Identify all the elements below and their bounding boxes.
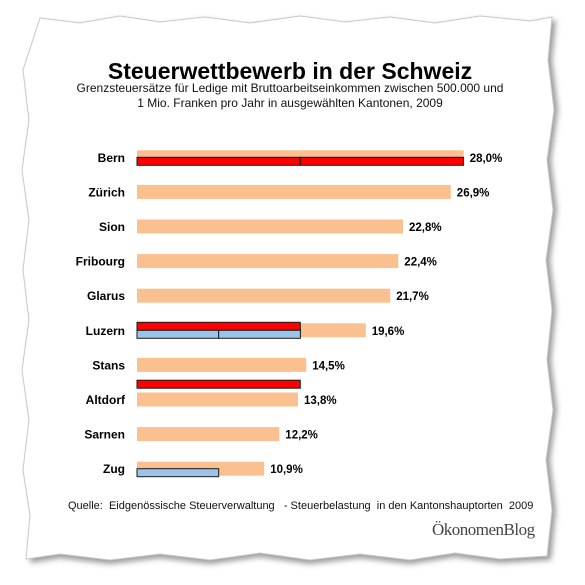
value-label-sion: 22,8%	[409, 222, 442, 234]
chart-subtitle-line-2: 1 Mio. Franken pro Jahr in ausgewählten …	[137, 96, 443, 110]
chart-subtitle-line-1: Grenzsteuersätze für Ledige mit Bruttoar…	[76, 81, 504, 95]
category-label-fribourg: Fribourg	[76, 255, 125, 269]
overlay-red-luzern-1	[136, 321, 301, 331]
value-label-glarus: 21,7%	[396, 291, 429, 303]
category-label-luzern: Luzern	[86, 324, 125, 338]
category-label-zurich: Zürich	[88, 185, 125, 199]
chart-title: Steuerwettbewerb in der Schweiz	[107, 58, 473, 84]
overlay-blue-luzern-1	[136, 329, 220, 339]
bar-sion	[137, 219, 403, 234]
overlay-blue-zug-1	[136, 468, 220, 478]
bar-altdorf	[137, 392, 298, 407]
category-label-sarnen: Sarnen	[84, 428, 125, 442]
value-label-altdorf: 13,8%	[304, 395, 337, 407]
value-label-bern: 28,0%	[470, 153, 503, 165]
category-label-altdorf: Altdorf	[86, 393, 126, 407]
bar-glarus	[137, 288, 391, 303]
bar-fribourg	[137, 254, 399, 269]
category-label-glarus: Glarus	[87, 289, 125, 303]
value-label-fribourg: 22,4%	[404, 257, 437, 269]
bar-sarnen	[137, 427, 280, 442]
category-label-sion: Sion	[99, 220, 125, 234]
value-label-zurich: 26,9%	[457, 187, 490, 199]
overlay-blue-luzern-2	[218, 329, 301, 339]
value-label-luzern: 19,6%	[372, 326, 405, 338]
overlay-red-altdorf-1	[136, 379, 301, 389]
source-note: Quelle: Eidgenössische Steuerverwaltung …	[68, 500, 534, 512]
category-label-stans: Stans	[92, 358, 125, 372]
value-label-zug: 10,9%	[270, 464, 303, 476]
category-label-bern: Bern	[98, 151, 125, 165]
bar-zurich	[137, 184, 451, 199]
overlay-red-bern-1	[136, 156, 301, 166]
value-label-sarnen: 12,2%	[285, 430, 318, 442]
bar-stans	[137, 357, 307, 372]
category-label-zug: Zug	[103, 462, 125, 476]
overlay-red-bern-2	[299, 156, 465, 166]
value-label-stans: 14,5%	[312, 360, 345, 372]
brand-logo: ÖkonomenBlog	[432, 520, 535, 539]
